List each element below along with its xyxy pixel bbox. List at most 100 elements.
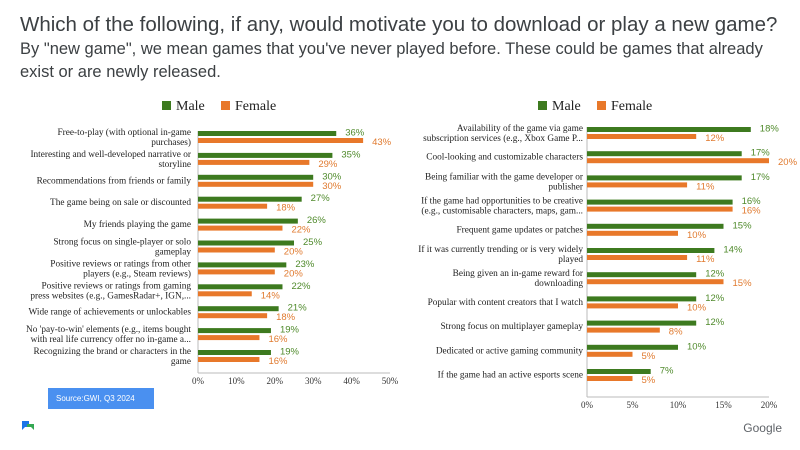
chart1-category-label: Free-to-play (with optional in-game purch… [58, 127, 191, 148]
chart1-category-label: My friends playing the game [84, 219, 191, 230]
chart1-category-label: No 'pay-to-win' elements (e.g., items bo… [26, 324, 191, 345]
source-badge: Source:GWI, Q3 2024 [48, 388, 154, 409]
chart1-value-label-male: 19% [280, 347, 300, 358]
chart2-bar-male [587, 296, 697, 302]
page-title: Which of the following, if any, would mo… [20, 14, 780, 84]
chart2-category-label: Strong focus on multiplayer gameplay [440, 321, 583, 332]
chart1-value-label-male: 35% [341, 149, 361, 160]
chart2-bar-female [587, 303, 678, 309]
chart2-value-label-female: 8% [669, 327, 683, 338]
chart1-category-label: Recommendations from friends or family [37, 175, 192, 186]
chart2-bar-male [587, 320, 697, 326]
chart1-value-label-male: 19% [280, 325, 300, 336]
chart2-category-label: Being familiar with the game developer o… [425, 171, 584, 192]
chart2-bar-male [587, 199, 733, 205]
chart1-bar-male [198, 328, 271, 334]
chart1-legend-swatch-female [221, 101, 230, 110]
chart2-category-label: Dedicated or active gaming community [436, 346, 584, 356]
chart1-value-label-female: 14% [261, 290, 281, 301]
chart1-value-label-female: 20% [284, 268, 304, 279]
chart1-value-label-male: 27% [311, 193, 331, 204]
chart1-x-tick-label: 0% [192, 376, 205, 386]
chart2-category-label: Frequent game updates or patches [457, 225, 584, 235]
chart2-value-label-female: 11% [696, 181, 715, 192]
chart1-bar-male [198, 284, 283, 290]
chart2-bar-male [587, 151, 742, 157]
chart2-category-label: Being given an in-game reward for downloa… [453, 268, 584, 289]
chart2-x-tick-label: 20% [761, 400, 778, 410]
chart2-value-label-male: 7% [660, 366, 674, 377]
chart1-value-label-male: 26% [307, 215, 327, 226]
chart1-category-label: Interesting and well-developed narrative… [30, 150, 191, 170]
chart1-bar-female [198, 291, 252, 297]
chart2-value-label-female: 5% [642, 375, 656, 386]
chart1-category-label: Strong focus on single-player or solo gam… [53, 237, 191, 258]
chart2-legend-swatch-female [597, 101, 606, 110]
chart1-bar-male [198, 240, 294, 246]
chart2-bar-female [587, 158, 769, 164]
chart2-value-label-female: 12% [705, 133, 725, 144]
chart1-value-label-female: 43% [372, 137, 392, 148]
chart2-bar-male [587, 272, 697, 278]
chart2-bar-male [587, 248, 715, 253]
chart1-category-label: The game being on sale or discounted [50, 198, 191, 208]
chart1-bar-female [198, 313, 268, 319]
chart2-category-label: Cool-looking and customizable characters [426, 153, 583, 163]
chart2-bar-female [587, 327, 660, 333]
chart2-value-label-male: 12% [705, 269, 725, 280]
chart2-bar-female [587, 351, 633, 357]
chart2-bar-male [587, 127, 751, 132]
chart1-value-label-female: 18% [276, 203, 296, 214]
gwi-logo-icon [22, 421, 34, 430]
chart2-value-label-female: 10% [687, 302, 707, 313]
chart2-x-tick-label: 5% [627, 400, 640, 410]
chart2-bar-female [587, 279, 724, 285]
chart1-bar-female [198, 247, 275, 253]
chart1-category-label: Wide range of achievements or unlockable… [28, 307, 191, 318]
chart2-value-label-female: 5% [642, 351, 656, 362]
chart1-value-label-female: 16% [268, 356, 288, 367]
chart1-value-label-female: 22% [291, 225, 311, 236]
chart2-legend-label-female: Female [611, 99, 652, 114]
chart2-bar-female [587, 134, 697, 139]
chart2-bar-female [587, 206, 733, 212]
chart2-value-label-female: 15% [733, 278, 753, 289]
chart1-bar-female [198, 159, 310, 165]
chart2-bar-female [587, 376, 633, 381]
chart1-bar-female [198, 269, 275, 275]
chart2-value-label-male: 16% [742, 196, 762, 207]
chart2-value-label-female: 20% [778, 157, 798, 168]
chart2-value-label-male: 15% [733, 220, 753, 231]
chart1-category-label: Recognizing the brand or characters in t… [34, 347, 191, 367]
chart1-x-tick-label: 30% [305, 376, 322, 386]
chart1-bar-female [198, 225, 283, 231]
chart2-bar-female [587, 182, 688, 188]
chart2-value-label-female: 11% [696, 254, 715, 265]
chart2-value-label-male: 10% [687, 341, 707, 352]
chart1-value-label-female: 30% [322, 181, 342, 192]
chart2-bar-female [587, 230, 678, 236]
chart2-value-label-female: 10% [687, 230, 707, 241]
chart1-bar-male [198, 262, 287, 268]
chart2-bar-male [587, 175, 742, 181]
chart1-value-label-male: 22% [291, 281, 311, 292]
chart1-value-label-male: 30% [322, 171, 342, 182]
chart1-value-label-male: 25% [303, 237, 323, 248]
chart1-value-label-female: 18% [276, 312, 296, 323]
chart1-value-label-male: 23% [295, 259, 315, 270]
chart1-bar-male [198, 174, 314, 180]
chart2-category-label: Availability of the game via game subscri… [423, 123, 583, 144]
chart1-bar-male [198, 196, 302, 202]
chart1-bar-male [198, 350, 271, 355]
chart2-bar-female [587, 255, 688, 260]
chart2-category-label: Popular with content creators that I wat… [428, 298, 584, 308]
chart2-value-label-male: 12% [705, 317, 725, 328]
chart1-bar-female [198, 357, 260, 362]
chart1-bar-male [198, 131, 337, 136]
chart1-x-tick-label: 40% [343, 376, 360, 386]
question-text: Which of the following, if any, would mo… [20, 13, 778, 36]
chart1-legend-label-male: Male [176, 99, 205, 114]
chart1-bar-female [198, 203, 268, 209]
chart2-x-tick-label: 15% [715, 400, 732, 410]
